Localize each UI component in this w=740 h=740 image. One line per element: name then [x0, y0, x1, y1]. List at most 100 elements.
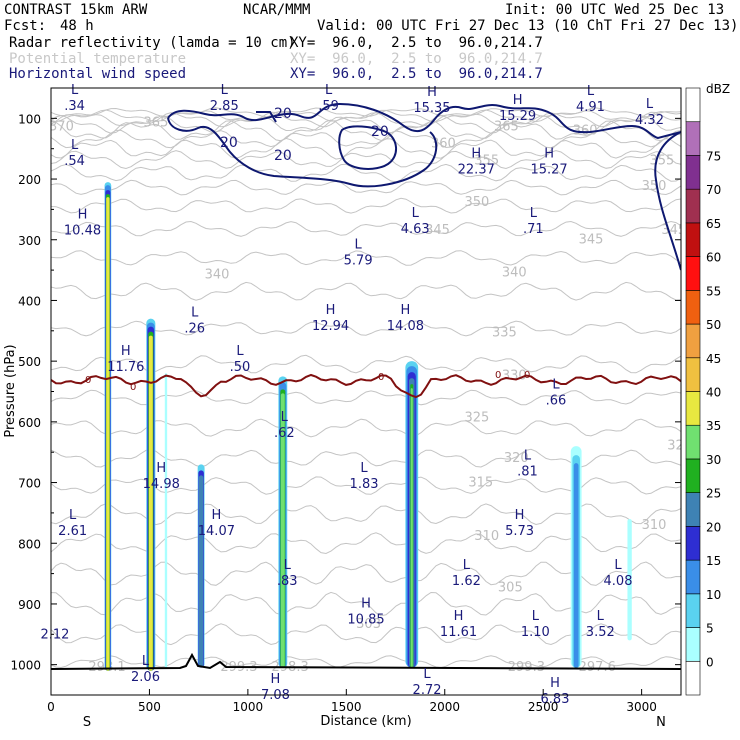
extremum-value: 5.73	[505, 524, 534, 539]
extremum-marker: H	[454, 609, 464, 624]
extremum-marker: L	[142, 654, 150, 669]
freezing-level: 0 0 0 0 0	[51, 370, 681, 670]
extremum-marker: L	[463, 558, 471, 573]
extremum-value: 2.06	[131, 670, 160, 685]
colorbar-tick-label: 5	[706, 622, 714, 636]
extremum-marker: L	[360, 461, 368, 476]
forecast-hours: 48 h	[60, 18, 94, 34]
colorbar-box	[685, 660, 701, 696]
valid-time: Valid: 00 UTC Fri 27 Dec 13 (10 ChT Fri …	[317, 18, 739, 34]
extremum-marker: H	[326, 303, 336, 318]
extremum-value: 4.32	[635, 113, 664, 128]
theta-contour-line	[51, 503, 681, 526]
theta-contour-line	[51, 179, 681, 196]
extremum-value: 6.83	[541, 692, 570, 707]
extremum-marker: L	[191, 305, 199, 320]
theta-contour-line	[51, 281, 681, 301]
extremum-marker: L	[71, 83, 79, 98]
theta-contour-line	[51, 197, 681, 214]
colorbar-box	[685, 526, 701, 561]
extremum-marker: L	[69, 508, 77, 523]
field-name-reflectivity: Radar reflectivity (lamda = 10 cm)	[9, 35, 296, 51]
extremum-value: 5.79	[344, 253, 373, 268]
colorbar-box	[685, 222, 701, 257]
theta-contour-label: 360	[573, 123, 598, 138]
extremum-marker: L	[614, 558, 622, 573]
extremum-marker: L	[281, 410, 289, 425]
wind-contour-label: 20	[371, 124, 389, 140]
theta-contour-line	[51, 111, 681, 128]
colorbar-box	[685, 559, 701, 595]
extremum-value: 1.62	[452, 574, 481, 589]
extremum-value: 4.91	[576, 100, 605, 115]
y-tick-label: 900	[18, 598, 41, 612]
wind-speed-contour	[256, 111, 277, 123]
theta-contour-label: 310	[474, 529, 499, 544]
extremum-value: .71	[523, 222, 544, 237]
wind-contour-label: 20	[274, 106, 292, 122]
wind-speed-contour	[167, 102, 681, 140]
x-tick-label: 0	[47, 700, 55, 714]
wind-contour-label: 20	[274, 148, 292, 164]
colorbar-tick-label: 0	[706, 655, 714, 669]
colorbar-tick-label: 70	[706, 183, 721, 197]
theta-contour-line	[51, 418, 681, 438]
extremum-value: 2.61	[58, 524, 87, 539]
colorbar-unit: dBZ	[706, 82, 730, 96]
x-axis-label: Distance (km)	[320, 714, 411, 729]
reflectivity-cell	[627, 518, 632, 641]
extremum-value: 2.72	[413, 683, 442, 698]
extremum-value: 12.94	[312, 319, 349, 334]
field-name-wind: Horizontal wind speed	[9, 66, 187, 82]
x-tick-label: 500	[138, 700, 161, 714]
theta-contour-label: 345	[425, 223, 450, 238]
extremum-marker: L	[355, 237, 363, 252]
colorbar-tick-label: 50	[706, 318, 721, 332]
freezing-level-label: 0	[495, 370, 501, 381]
extremum-value: 14.98	[143, 477, 180, 492]
extremum-marker: L	[530, 206, 538, 221]
center-title: NCAR/MMM	[243, 2, 311, 18]
extremum-marker: H	[515, 508, 525, 523]
extremum-value: .34	[64, 99, 85, 114]
extremum-value: 11.76	[107, 360, 144, 375]
colorbar-tick-label: 10	[706, 588, 721, 602]
theta-contour-line	[51, 163, 681, 183]
extremum-marker: L	[236, 344, 244, 359]
extremum-marker: H	[361, 597, 371, 612]
field-name-theta: Potential temperature	[9, 51, 187, 67]
field-xy-theta: XY= 96.0, 2.5 to 96.0,214.7	[290, 51, 543, 67]
theta-contour-label: 365	[494, 120, 519, 135]
freezing-level-label: 0	[85, 375, 91, 386]
extremum-marker: H	[121, 344, 131, 359]
colorbar-box	[685, 458, 701, 493]
extremum-marker: L	[221, 83, 229, 98]
theta-contour-label: 350	[642, 179, 667, 194]
extremum-value: .26	[184, 321, 205, 336]
wind-contour-label: 20	[220, 135, 238, 151]
endpoint-south: S	[83, 715, 91, 730]
extremum-value: 1.10	[521, 625, 550, 640]
extremum-value: .54	[64, 154, 85, 169]
extremum-marker: H	[471, 146, 481, 161]
theta-contour-line	[51, 137, 681, 160]
colorbar-box	[685, 357, 701, 392]
colorbar-box	[685, 290, 701, 325]
field-xy-reflectivity: XY= 96.0, 2.5 to 96.0,214.7	[290, 35, 543, 51]
theta-contour-label: 345	[661, 223, 686, 238]
extremum-marker: H	[427, 85, 437, 100]
wind-speed-contour	[167, 117, 438, 188]
theta-contour-label: 335	[492, 325, 517, 340]
extremum-marker: L	[325, 83, 333, 98]
x-tick-label: 2500	[528, 700, 559, 714]
theta-contour-label: 370	[49, 120, 74, 135]
y-tick-label: 200	[18, 173, 41, 187]
init-time: Init: 00 UTC Wed 25 Dec 13	[505, 2, 725, 18]
colorbar-tick-label: 60	[706, 251, 721, 265]
theta-contour-line	[51, 532, 681, 555]
colorbar-box	[685, 188, 701, 224]
extremum-marker: H	[211, 508, 221, 523]
theta-contour-label: 303	[356, 617, 381, 632]
